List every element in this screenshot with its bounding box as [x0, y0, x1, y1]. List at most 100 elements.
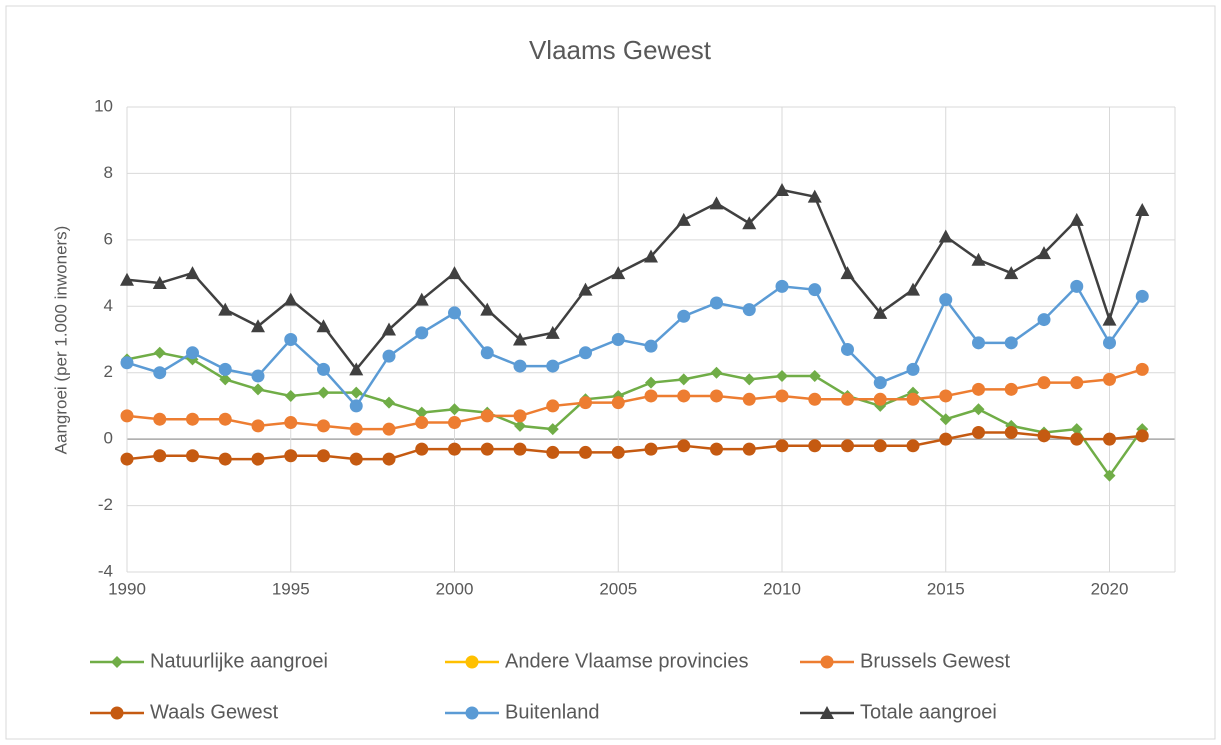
x-tick-label: 2015 [927, 579, 965, 598]
marker [644, 339, 658, 353]
marker [972, 426, 985, 439]
marker [775, 439, 789, 453]
marker [742, 303, 756, 317]
series-line [126, 351, 1144, 478]
marker [579, 346, 592, 360]
marker [480, 442, 494, 456]
marker [677, 309, 691, 323]
marker [906, 392, 920, 406]
marker [1004, 266, 1019, 280]
marker [710, 442, 723, 456]
marker [1102, 312, 1117, 326]
marker [252, 383, 264, 396]
marker [1070, 279, 1084, 293]
marker [644, 249, 658, 263]
y-tick-label: 2 [104, 362, 113, 381]
marker [218, 362, 232, 376]
marker [513, 359, 527, 373]
marker [743, 373, 756, 386]
x-tick-label: 1990 [108, 579, 146, 598]
marker [906, 282, 920, 296]
marker [218, 302, 233, 316]
marker [349, 362, 364, 376]
marker [153, 449, 167, 463]
marker [676, 212, 691, 226]
y-tick-label: 0 [104, 429, 113, 448]
marker [317, 362, 330, 376]
marker [480, 302, 495, 316]
marker [939, 413, 952, 426]
marker [611, 445, 625, 459]
marker [349, 452, 363, 466]
marker [808, 283, 822, 297]
marker [972, 336, 985, 350]
x-tick-label: 2005 [599, 579, 637, 598]
marker [545, 325, 560, 339]
marker [841, 439, 854, 453]
marker [110, 706, 124, 720]
marker [841, 392, 854, 406]
y-tick-label: -2 [98, 495, 113, 514]
marker [1037, 429, 1051, 443]
marker [317, 449, 330, 463]
legend-label: Totale aangroei [860, 701, 997, 723]
marker [218, 412, 232, 426]
marker [448, 416, 461, 430]
marker [111, 656, 123, 668]
marker [776, 370, 788, 383]
marker [1004, 336, 1018, 350]
x-tick-label: 2020 [1091, 579, 1129, 598]
marker [611, 266, 626, 280]
marker [415, 326, 429, 340]
marker [808, 439, 822, 453]
marker [972, 382, 985, 396]
marker [448, 442, 461, 456]
marker [465, 655, 479, 669]
marker [1135, 362, 1149, 376]
marker [820, 706, 834, 719]
marker [841, 342, 854, 356]
marker [906, 362, 920, 376]
marker [820, 655, 834, 669]
marker [546, 423, 559, 436]
x-tick-label: 2000 [436, 579, 474, 598]
marker [382, 349, 396, 363]
marker [349, 422, 363, 436]
marker [152, 276, 167, 290]
marker [480, 346, 494, 360]
marker [153, 366, 167, 380]
marker [645, 376, 657, 389]
marker [709, 196, 724, 210]
marker [873, 392, 887, 406]
marker [1135, 202, 1150, 216]
marker [317, 419, 330, 433]
marker [644, 442, 658, 456]
marker [808, 370, 821, 383]
marker [186, 449, 199, 463]
marker [1103, 336, 1116, 350]
marker [1103, 372, 1116, 386]
marker [546, 399, 560, 413]
marker [677, 389, 691, 403]
marker [153, 346, 166, 359]
marker [939, 293, 953, 307]
legend-label: Natuurlijke aangroei [150, 650, 328, 672]
marker [807, 189, 822, 203]
marker [611, 333, 625, 346]
series-line [126, 284, 1144, 408]
marker [546, 445, 560, 459]
marker [1069, 212, 1084, 226]
y-tick-label: 6 [104, 229, 113, 248]
marker [153, 412, 167, 426]
marker [415, 416, 429, 430]
marker [1070, 376, 1084, 390]
marker [742, 216, 757, 230]
marker [251, 369, 265, 383]
marker [972, 403, 985, 416]
x-tick-label: 1995 [272, 579, 310, 598]
marker [938, 229, 953, 243]
marker [219, 373, 232, 386]
marker [775, 389, 789, 403]
marker [284, 449, 298, 463]
marker [710, 366, 723, 379]
